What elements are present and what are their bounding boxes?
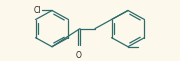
Text: Cl: Cl [33, 6, 41, 15]
Text: O: O [76, 51, 82, 60]
